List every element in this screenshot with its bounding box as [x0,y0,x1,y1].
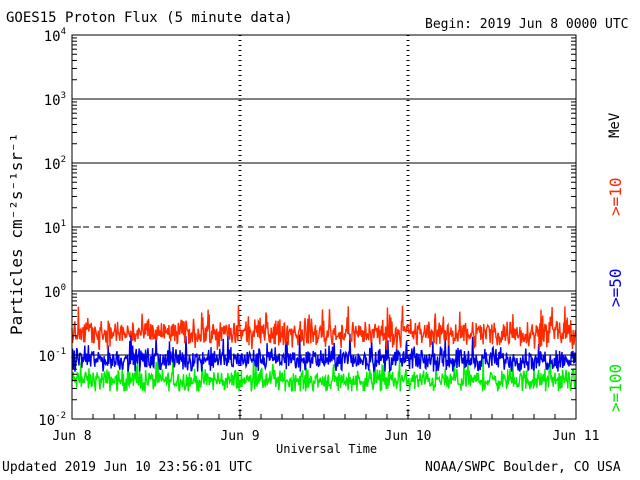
y-tick-label: 103 [44,91,66,109]
x-tick-label: Jun 8 [52,429,91,444]
y-tick-exponent: -2 [55,411,66,421]
series-layer [71,305,577,394]
x-axis-label: Universal Time [276,442,378,456]
chart-title: GOES15 Proton Flux (5 minute data) [6,10,293,26]
series-line-10 [71,305,577,351]
y-tick-label: 104 [44,27,66,45]
x-tick-label: Jun 10 [385,429,432,444]
y-tick-label: 10-1 [38,347,66,365]
y-tick-label: 10-2 [38,411,66,429]
x-tick-label: Jun 11 [553,429,600,444]
units-label: MeV [607,112,623,138]
series-line-100 [71,355,577,394]
y-tick-exponent: 2 [61,155,66,165]
source-credit: NOAA/SWPC Boulder, CO USA [425,460,621,475]
y-tick-exponent: -1 [55,347,66,357]
legend-ge50: >=50 [606,268,625,307]
y-tick-label: 101 [44,219,66,237]
y-tick-exponent: 0 [61,283,66,293]
updated-timestamp: Updated 2019 Jun 10 23:56:01 UTC [2,460,253,475]
y-tick-label: 100 [44,283,66,301]
y-tick-exponent: 3 [61,91,66,101]
legend-ge100: >=100 [606,363,625,412]
y-axis-label: Particles cm⁻²s⁻¹sr⁻¹ [7,132,26,335]
y-tick-label: 102 [44,155,66,173]
begin-time: Begin: 2019 Jun 8 0000 UTC [425,17,629,32]
x-tick-label: Jun 9 [220,429,259,444]
legend-ge10: >=10 [606,177,625,216]
y-tick-exponent: 1 [61,219,66,229]
y-tick-exponent: 4 [61,27,66,37]
